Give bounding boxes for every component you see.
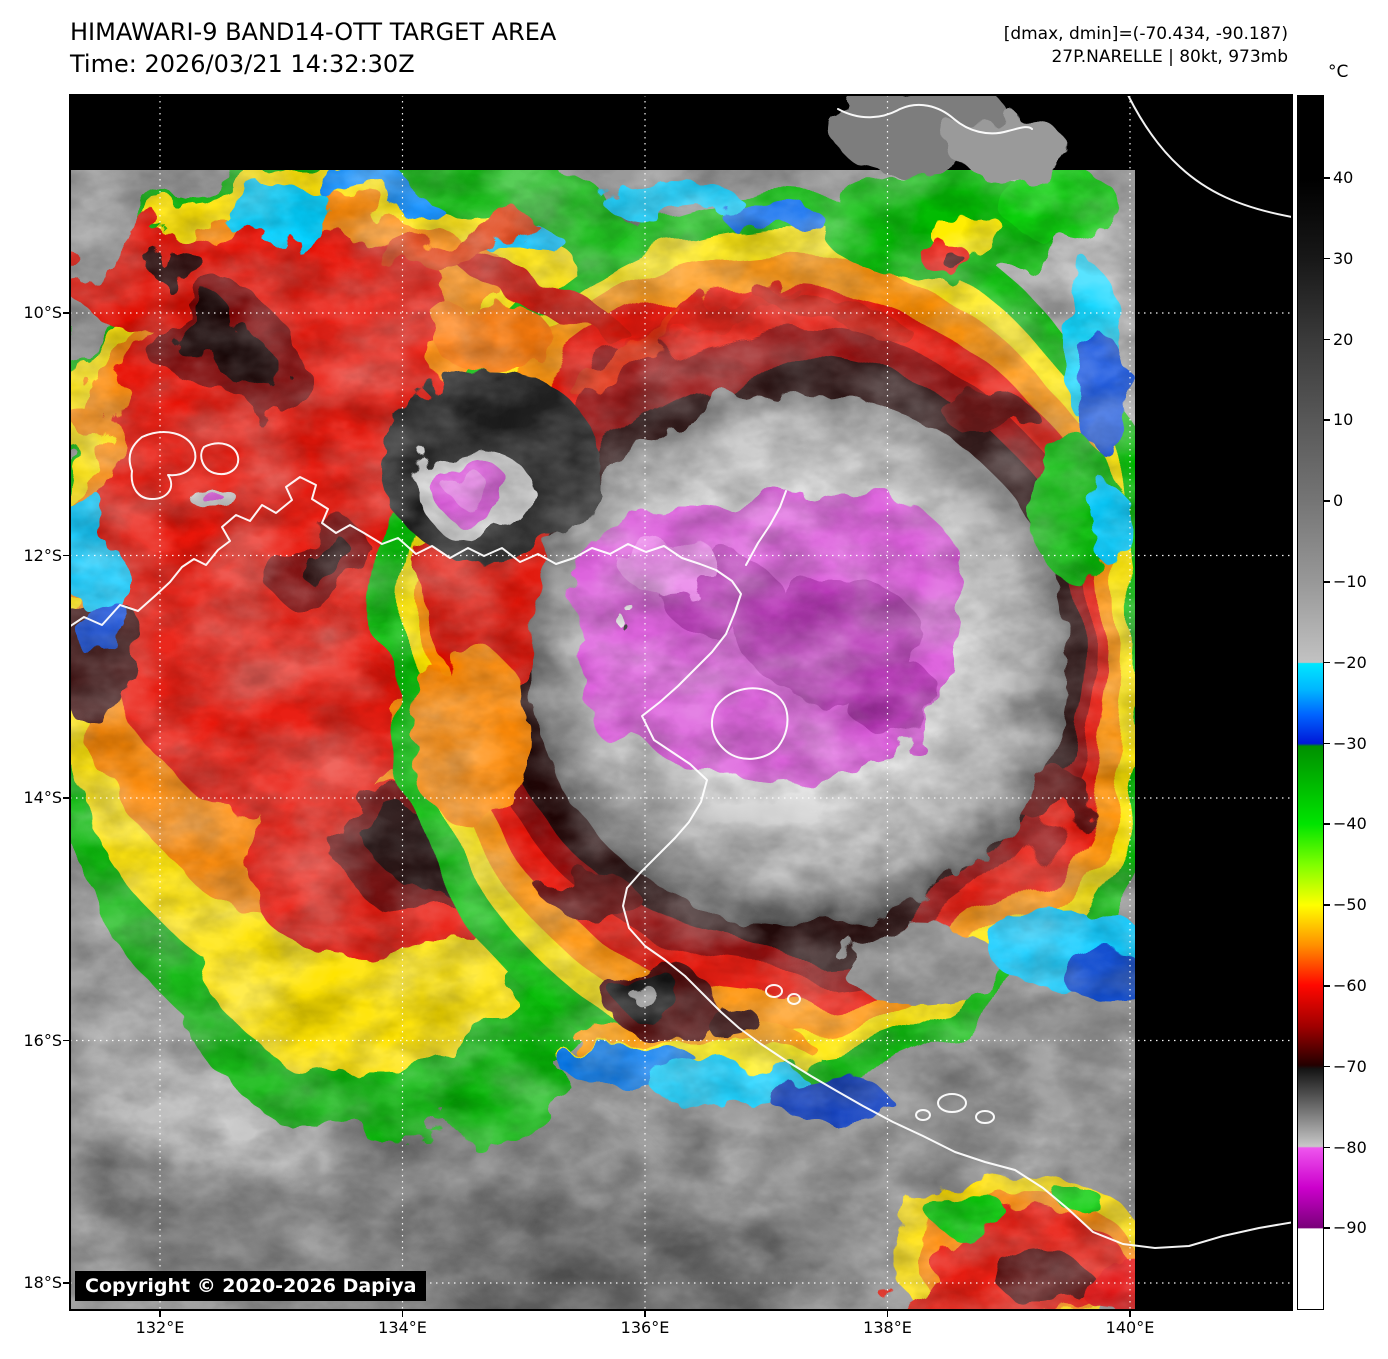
colorbar-tick-label: 40 <box>1333 168 1354 187</box>
lon-tick-label: 136°E <box>620 1318 670 1337</box>
colorbar-tick-label: −80 <box>1333 1137 1367 1157</box>
colorbar-tick <box>1324 500 1330 502</box>
australia-coastline <box>70 476 1292 1249</box>
right-scan-edge <box>1135 95 1292 1310</box>
storm-info-label: 27P.NARELLE | 80kt, 973mb <box>1051 47 1288 67</box>
tiwi-islands <box>128 431 197 500</box>
colorbar-tick <box>1324 581 1330 583</box>
lon-tick-label: 140°E <box>1105 1318 1155 1337</box>
lat-tick <box>63 797 70 799</box>
lat-tick-label: 18°S <box>23 1273 62 1292</box>
top-strip-clouds <box>830 95 1070 180</box>
lon-tick <box>401 1310 403 1317</box>
colorbar-tick-label: −10 <box>1333 572 1367 591</box>
map-frame <box>70 95 1292 1310</box>
lon-tick <box>886 1310 888 1317</box>
texture-dark <box>70 170 1135 1310</box>
top-scan-edge <box>70 95 1292 170</box>
colorbar-tick-label: −50 <box>1333 895 1367 915</box>
colorbar-tick-label: −30 <box>1333 733 1367 753</box>
lat-tick <box>63 1039 70 1041</box>
lon-tick-label: 138°E <box>863 1318 912 1337</box>
colorbar <box>1297 95 1324 1310</box>
colorbar-tick <box>1324 661 1330 664</box>
colorbar-tick-label: 0 <box>1333 491 1344 511</box>
lat-tick-label: 12°S <box>23 545 62 565</box>
colorbar-tick <box>1324 823 1330 825</box>
colorbar-tick <box>1324 257 1330 260</box>
colorbar-tick <box>1324 177 1330 179</box>
colorbar-tick <box>1324 904 1330 906</box>
coastlines <box>70 95 1292 1249</box>
gridlines <box>70 95 1292 1310</box>
colorbar-tick <box>1324 1146 1330 1149</box>
colorbar-tick-label: −20 <box>1333 652 1367 672</box>
colorbar-tick-label: −70 <box>1333 1056 1367 1076</box>
colorbar-tick <box>1324 742 1330 745</box>
wellesley-islands <box>915 1093 995 1124</box>
groote-eylandt <box>710 687 789 760</box>
colorbar-tick-label: 20 <box>1333 329 1354 349</box>
colorbar-tick <box>1324 1065 1330 1068</box>
satellite-map <box>69 94 1293 1311</box>
satellite-image <box>70 95 1292 1310</box>
pellew-islands <box>765 984 801 1005</box>
lon-tick <box>1129 1310 1131 1317</box>
croker-island <box>200 442 240 475</box>
wessel-islands <box>745 490 787 566</box>
colorbar-tick <box>1324 338 1330 341</box>
dmax-dmin-label: [dmax, dmin]=(-70.434, -90.187) <box>1003 24 1288 44</box>
colorbar-tick-label: −60 <box>1333 976 1367 995</box>
lon-tick-label: 134°E <box>378 1318 427 1337</box>
lon-tick <box>644 1310 646 1317</box>
lat-tick <box>63 1282 70 1284</box>
colorbar-tick <box>1324 1227 1330 1229</box>
page-title: HIMAWARI-9 BAND14-OTT TARGET AREA <box>70 18 557 46</box>
png-south-coast <box>837 103 1033 135</box>
lon-tick-label: 132°E <box>135 1318 185 1337</box>
colorbar-tick <box>1324 419 1330 421</box>
copyright-badge: Copyright © 2020-2026 Dapiya <box>75 1271 427 1301</box>
colorbar-tick-label: 10 <box>1333 410 1354 430</box>
colorbar-tick-label: −90 <box>1333 1218 1367 1238</box>
lat-tick <box>63 554 70 556</box>
lon-tick <box>159 1310 161 1317</box>
colorbar-tick-label: −40 <box>1333 814 1367 834</box>
colorbar-tick <box>1324 985 1330 987</box>
timestamp-label: Time: 2026/03/21 14:32:30Z <box>70 50 415 78</box>
colorbar-unit-label: °C <box>1328 62 1349 82</box>
lat-tick-label: 10°S <box>23 303 62 322</box>
lat-tick <box>63 312 70 314</box>
colorbar-tick-label: 30 <box>1333 248 1354 268</box>
lat-tick-label: 16°S <box>23 1030 62 1050</box>
png-east-coast <box>1127 95 1292 218</box>
lat-tick-label: 14°S <box>23 788 62 807</box>
